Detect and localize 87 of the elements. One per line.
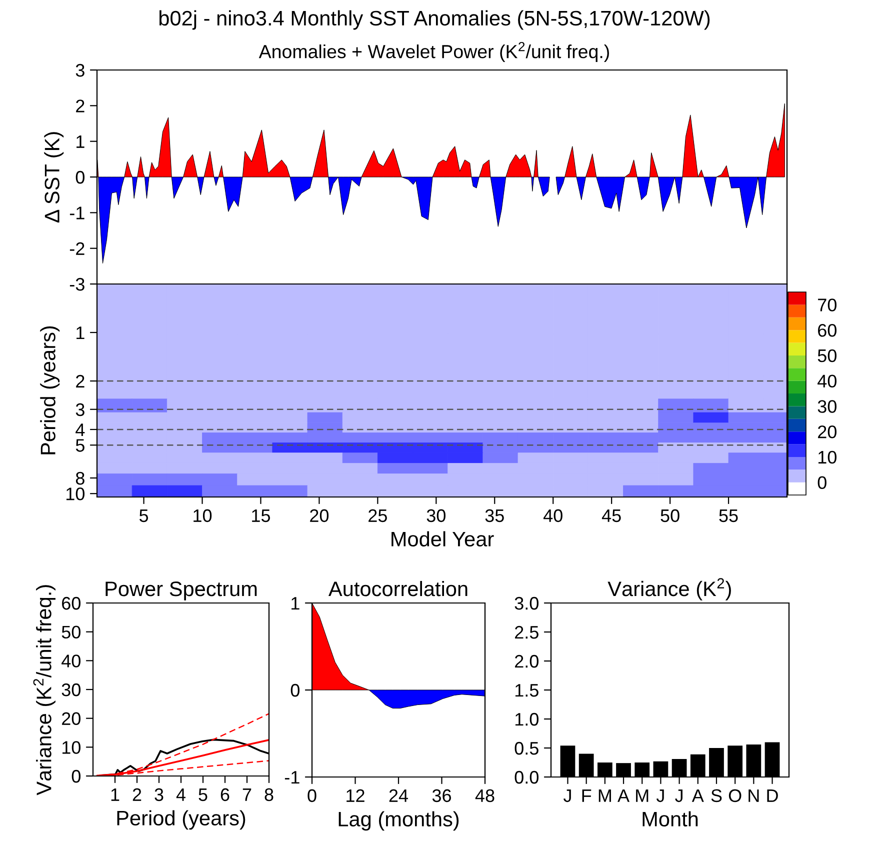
y-axis-title: Period (years) — [40, 326, 60, 454]
x-axis-title: Model Year — [392, 531, 494, 546]
y-tick-label: -1 — [284, 771, 300, 784]
x-tick-label: 35 — [485, 509, 504, 522]
color-bar-label: 50 — [818, 349, 836, 362]
y-tick-label: 1 — [76, 135, 84, 148]
x-tick-label: 48 — [475, 789, 494, 802]
y-tick-label: 40 — [62, 654, 80, 668]
x-tick-label: 50 — [660, 509, 680, 522]
y-tick-label: 4 — [76, 424, 85, 436]
x-tick-label: 3 — [154, 788, 164, 802]
x-tick-label: S — [711, 789, 722, 802]
y-tick-label: 5 — [76, 439, 84, 452]
y-tick-label: 2.5 — [515, 626, 538, 639]
x-tick-label: A — [692, 789, 704, 802]
x-tick-label: 55 — [719, 509, 738, 522]
y-tick-label: 3 — [76, 64, 84, 77]
y-tick-label: 2 — [76, 374, 84, 388]
x-tick-label: O — [728, 789, 742, 802]
x-tick-label: J — [564, 789, 571, 802]
x-tick-label: 40 — [543, 509, 562, 522]
x-axis-title: Period (years) — [117, 810, 246, 830]
y-tick-label: -2 — [70, 242, 84, 255]
y-tick-label: 0 — [72, 770, 80, 783]
x-tick-label: 12 — [346, 789, 364, 802]
y-tick-label: 1 — [292, 597, 300, 610]
chart-title: Variance (K$^{2}$) — [608, 578, 731, 600]
y-tick-label: -1 — [70, 206, 84, 220]
x-tick-label: J — [656, 789, 664, 802]
color-bar-label: 10 — [818, 450, 836, 464]
y-tick-label: 20 — [62, 712, 80, 726]
x-tick-label: 45 — [602, 509, 621, 522]
y-tick-label: 1.5 — [515, 684, 538, 697]
color-bar-label: 70 — [818, 298, 836, 312]
x-tick-label: 30 — [426, 509, 446, 522]
chart-title: Autocorrelation — [328, 580, 468, 596]
x-tick-label: 7 — [242, 788, 252, 801]
y-tick-label: 3 — [76, 403, 84, 416]
y-tick-label: 10 — [66, 488, 84, 500]
y-tick-label: 2 — [76, 100, 84, 112]
chart-title: Power Spectrum — [106, 582, 257, 600]
y-tick-label: 1.0 — [515, 712, 538, 726]
y-tick-label: 3.0 — [514, 596, 538, 610]
color-bar-label: 30 — [818, 400, 836, 413]
x-tick-label: 8 — [264, 788, 274, 802]
x-tick-label: 5 — [139, 509, 148, 522]
y-tick-label: 60 — [62, 596, 80, 610]
x-tick-label: F — [582, 789, 592, 802]
y-tick-label: 8 — [76, 472, 84, 485]
x-tick-label: D — [767, 789, 778, 802]
chart-title: b02j - nino3.4 Monthly SST Anomalies (5N-5S,170W-120W) — [159, 10, 710, 30]
y-tick-label: 30 — [62, 683, 80, 696]
y-tick-label: -3 — [70, 278, 84, 291]
x-tick-label: M — [636, 789, 648, 802]
x-tick-label: A — [618, 789, 630, 802]
x-tick-label: 15 — [252, 509, 270, 522]
x-tick-label: 1 — [111, 788, 120, 801]
y-tick-label: 1 — [76, 326, 84, 340]
y-tick-label: 0.5 — [514, 742, 538, 755]
x-tick-label: 0 — [308, 789, 316, 802]
y-tick-label: 10 — [62, 741, 80, 754]
y-tick-label: 0 — [290, 684, 300, 697]
y-tick-label: 2.0 — [515, 654, 538, 668]
y-tick-label: 0.0 — [514, 770, 538, 784]
x-tick-label: 20 — [310, 509, 329, 522]
x-tick-label: 10 — [194, 509, 212, 522]
x-tick-label: 6 — [220, 788, 230, 802]
x-tick-label: J — [675, 789, 682, 802]
color-bar-label: 20 — [818, 425, 836, 438]
x-tick-label: 24 — [389, 789, 408, 802]
x-tick-label: N — [748, 789, 759, 802]
x-tick-label: M — [598, 789, 611, 802]
color-bar-label: 40 — [818, 374, 836, 388]
x-tick-label: 2 — [132, 788, 142, 801]
y-tick-label: 50 — [62, 626, 80, 639]
y-tick-label: 0 — [76, 170, 84, 184]
x-axis-title: Lag (months) — [338, 811, 459, 831]
x-axis-title: Month — [642, 811, 698, 826]
x-tick-label: 25 — [368, 509, 387, 522]
y-axis-title: Variance (K$^{2}$/unit freq.) — [33, 585, 56, 796]
x-tick-label: 36 — [432, 789, 451, 802]
color-bar-label: 60 — [818, 324, 836, 337]
x-tick-label: 5 — [198, 788, 208, 802]
x-tick-label: 4 — [176, 788, 186, 801]
y-axis-title: Δ SST (K) — [44, 132, 64, 223]
chart-subtitle: Anomalies + Wavelet Power (K$^{2}$/unit freq.) — [258, 42, 609, 62]
color-bar-label: 0 — [818, 476, 826, 490]
